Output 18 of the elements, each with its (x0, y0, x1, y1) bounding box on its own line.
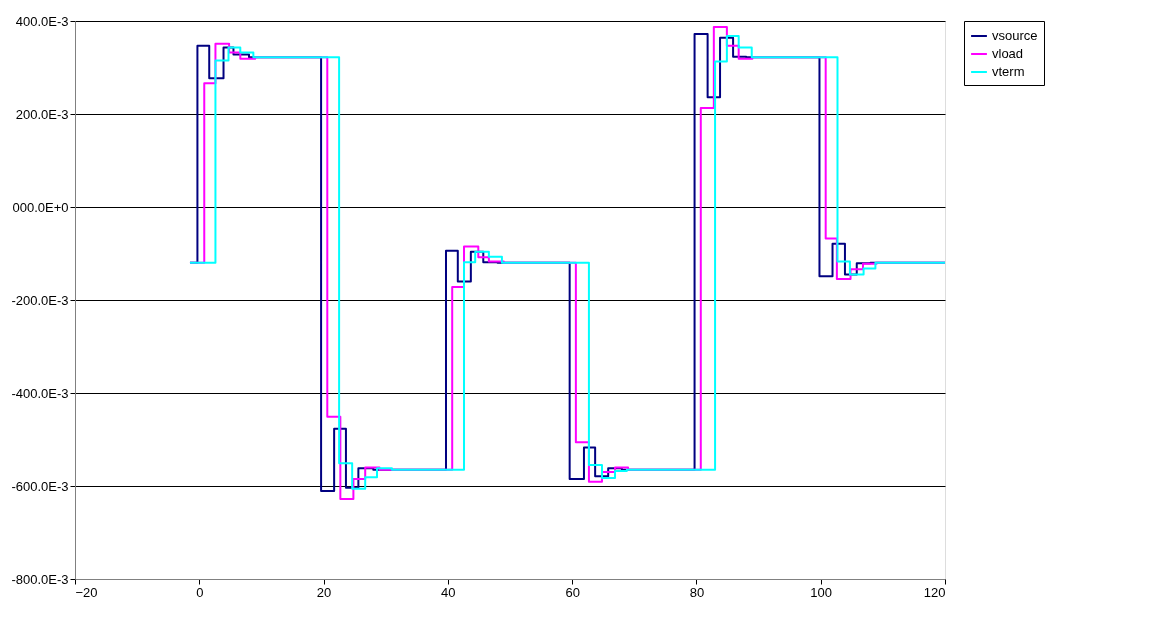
x-tick-label: 0 (196, 584, 204, 600)
y-tick-label: -200.0E-3 (11, 292, 69, 308)
legend-label: vsource (992, 28, 1038, 43)
y-tick-label: -600.0E-3 (11, 478, 69, 494)
y-tick-label: -400.0E-3 (11, 385, 69, 401)
x-tick-label: 120 (923, 584, 946, 600)
x-tick-label: 100 (810, 584, 833, 600)
x-tick-label: −20 (75, 584, 98, 600)
y-tick-label: -800.0E-3 (11, 571, 69, 587)
y-tick-label: 400.0E-3 (15, 13, 69, 29)
y-tick-label: 200.0E-3 (15, 106, 69, 122)
legend-label: vload (992, 46, 1024, 61)
x-tick-label: 40 (441, 584, 456, 600)
x-tick-label: 20 (316, 584, 332, 600)
legend-label: vterm (992, 64, 1025, 79)
x-tick-label: 60 (565, 584, 580, 600)
y-tick-label: 000.0E+0 (12, 199, 69, 215)
x-tick-label: 80 (689, 584, 705, 600)
